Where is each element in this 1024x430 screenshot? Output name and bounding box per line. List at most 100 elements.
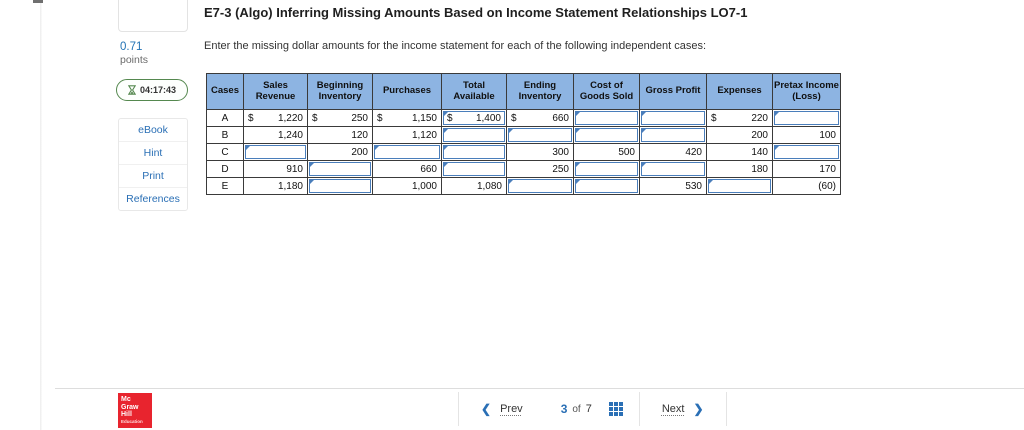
column-header-total-available: Total Available xyxy=(441,73,507,110)
static-amount: 1,080 xyxy=(442,178,506,194)
amount-input-b-ending-inventory[interactable] xyxy=(508,128,572,142)
cell-value: 170 xyxy=(819,163,836,175)
amount-input-a-gross-profit[interactable] xyxy=(641,111,705,125)
panel-edge-divider xyxy=(40,0,42,430)
dollar-sign: $ xyxy=(511,112,517,124)
cell-b-sales-revenue: 1,240 xyxy=(243,126,308,144)
income-statement-table: Cases Sales Revenue Beginning Inventory Pur… xyxy=(206,73,841,195)
cell-e-expenses xyxy=(706,177,773,195)
static-amount: $250 xyxy=(308,110,372,126)
column-header-beginning-inventory: Beginning Inventory xyxy=(307,73,373,110)
dollar-sign: $ xyxy=(248,112,254,124)
amount-input-e-cost-of-goods-sold[interactable] xyxy=(575,179,638,193)
chevron-right-icon: ❯ xyxy=(693,402,704,416)
cell-e-ending-inventory xyxy=(506,177,574,195)
amount-input-a-total-available[interactable]: $1,400 xyxy=(443,111,505,125)
amount-input-d-beginning-inventory[interactable] xyxy=(309,162,371,176)
static-amount: 660 xyxy=(373,161,441,177)
scrollbar-thumb[interactable] xyxy=(33,0,43,3)
current-page: 3 xyxy=(560,402,568,416)
resource-links-panel: eBook Hint Print References xyxy=(118,118,188,211)
next-label: Next xyxy=(661,403,685,415)
cell-a-pretax-income-loss xyxy=(772,109,841,127)
cell-value: 910 xyxy=(286,163,303,175)
cell-e-sales-revenue: 1,180 xyxy=(243,177,308,195)
amount-input-e-expenses[interactable] xyxy=(708,179,771,193)
static-amount: 910 xyxy=(244,161,307,177)
case-label-cell: D xyxy=(206,160,244,178)
cell-b-beginning-inventory: 120 xyxy=(307,126,373,144)
amount-input-d-total-available[interactable] xyxy=(443,162,505,176)
amount-input-c-pretax-income-loss[interactable] xyxy=(774,145,839,159)
input-corner-marker-icon xyxy=(775,112,779,116)
amount-input-d-gross-profit[interactable] xyxy=(641,162,705,176)
cell-value: 120 xyxy=(351,129,368,141)
dollar-sign: $ xyxy=(377,112,383,124)
chevron-left-icon: ❮ xyxy=(481,402,492,416)
amount-input-b-cost-of-goods-sold[interactable] xyxy=(575,128,638,142)
amount-input-c-purchases[interactable] xyxy=(374,145,440,159)
table-row-case-d: D 910 660 250 180 170 xyxy=(206,160,841,178)
cell-b-pretax-income-loss: 100 xyxy=(772,126,841,144)
amount-input-a-pretax-income-loss[interactable] xyxy=(774,111,839,125)
cell-d-purchases: 660 xyxy=(372,160,442,178)
cell-b-purchases: 1,120 xyxy=(372,126,442,144)
cell-c-sales-revenue xyxy=(243,143,308,161)
sidebar-link-hint[interactable]: Hint xyxy=(119,141,187,164)
instruction-text: Enter the missing dollar amounts for the… xyxy=(204,40,707,52)
cell-d-total-available xyxy=(441,160,507,178)
amount-input-b-gross-profit[interactable] xyxy=(641,128,705,142)
static-amount: 100 xyxy=(773,127,840,143)
cell-value: (60) xyxy=(818,180,836,192)
amount-input-b-total-available[interactable] xyxy=(443,128,505,142)
question-map-grid-icon[interactable] xyxy=(608,402,623,416)
static-amount: 180 xyxy=(707,161,772,177)
static-amount: $660 xyxy=(507,110,573,126)
prev-button[interactable]: ❮ Prev xyxy=(459,392,545,426)
case-label-cell: C xyxy=(206,143,244,161)
amount-input-e-ending-inventory[interactable] xyxy=(508,179,572,193)
question-status-card[interactable] xyxy=(118,0,188,32)
cell-value: 300 xyxy=(552,146,569,158)
table-row-case-e: E 1,180 1,000 1,080 530 (60) xyxy=(206,177,841,195)
static-amount: 500 xyxy=(574,144,639,160)
cell-c-cost-of-goods-sold: 500 xyxy=(573,143,640,161)
sidebar-link-print[interactable]: Print xyxy=(119,164,187,187)
cell-d-cost-of-goods-sold xyxy=(573,160,640,178)
cell-a-ending-inventory: $660 xyxy=(506,109,574,127)
static-amount: 530 xyxy=(640,178,706,194)
amount-input-c-total-available[interactable] xyxy=(443,145,505,159)
sidebar-link-references[interactable]: References xyxy=(119,187,187,210)
table-row-case-a: A $1,220 $250 $1,150 $1,400 $660 $220 xyxy=(206,109,841,127)
cell-d-pretax-income-loss: 170 xyxy=(772,160,841,178)
amount-input-a-cost-of-goods-sold[interactable] xyxy=(575,111,638,125)
sidebar-link-ebook[interactable]: eBook xyxy=(138,124,168,136)
logo-line: Mc xyxy=(121,396,131,403)
cell-value: 140 xyxy=(751,146,768,158)
cell-b-gross-profit xyxy=(639,126,707,144)
cell-value: 660 xyxy=(552,112,569,124)
input-corner-marker-icon xyxy=(642,112,646,116)
cell-e-gross-profit: 530 xyxy=(639,177,707,195)
cell-value: 250 xyxy=(351,112,368,124)
countdown-timer[interactable]: 04:17:43 xyxy=(116,79,188,101)
next-button[interactable]: Next ❯ xyxy=(640,392,726,426)
cell-d-expenses: 180 xyxy=(706,160,773,178)
static-amount: 140 xyxy=(707,144,772,160)
cell-b-total-available xyxy=(441,126,507,144)
amount-input-d-cost-of-goods-sold[interactable] xyxy=(575,162,638,176)
cell-c-total-available xyxy=(441,143,507,161)
input-corner-marker-icon xyxy=(444,112,448,116)
case-label-cell: A xyxy=(206,109,244,127)
input-corner-marker-icon xyxy=(576,163,580,167)
amount-input-e-beginning-inventory[interactable] xyxy=(309,179,371,193)
logo-subtext: Education xyxy=(121,419,143,425)
column-header-gross-profit: Gross Profit xyxy=(639,73,707,110)
case-label-cell: E xyxy=(206,177,244,195)
pager-separator xyxy=(458,392,459,426)
amount-input-c-sales-revenue[interactable] xyxy=(245,145,306,159)
cell-value: 1,220 xyxy=(277,112,303,124)
cell-e-pretax-income-loss: (60) xyxy=(772,177,841,195)
input-corner-marker-icon xyxy=(576,180,580,184)
cell-value: 200 xyxy=(751,129,768,141)
